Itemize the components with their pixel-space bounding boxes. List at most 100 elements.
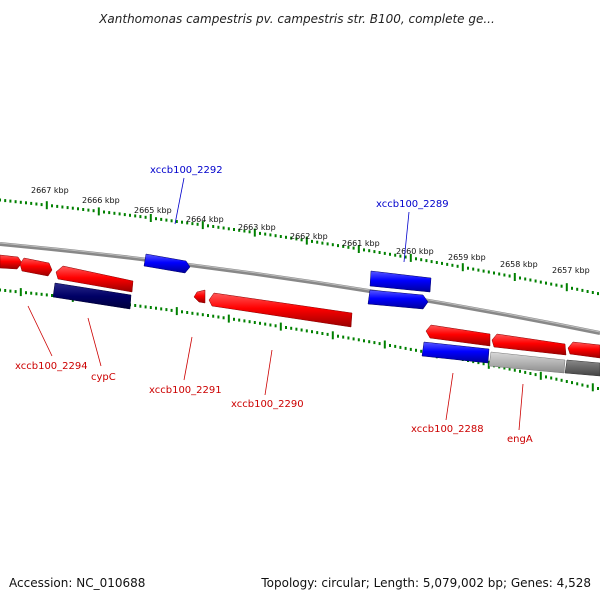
outer-minor-tick bbox=[586, 290, 589, 293]
gene-engA-region[interactable] bbox=[488, 351, 566, 374]
outer-minor-tick bbox=[212, 225, 215, 228]
outer-minor-tick bbox=[477, 268, 480, 272]
inner-minor-tick bbox=[160, 307, 163, 311]
gene-arrow-forward[interactable] bbox=[55, 265, 134, 293]
inner-major-tick bbox=[539, 371, 542, 380]
tick-label-2663: 2663 kbp bbox=[238, 223, 276, 232]
reverse-strand-genes bbox=[52, 253, 600, 377]
outer-minor-tick bbox=[435, 261, 438, 264]
inner-minor-tick bbox=[238, 318, 241, 322]
tick-labels: 2667 kbp 2666 kbp 2665 kbp 2664 kbp 2663… bbox=[31, 186, 590, 275]
outer-minor-tick bbox=[389, 252, 391, 256]
outer-minor-tick bbox=[591, 291, 594, 294]
outer-minor-tick bbox=[87, 208, 90, 212]
inner-minor-tick bbox=[326, 332, 329, 336]
outer-minor-tick bbox=[415, 257, 417, 261]
leader-xccb100-2288 bbox=[445, 372, 454, 421]
gene-arrow-forward[interactable] bbox=[19, 257, 53, 277]
inner-minor-tick bbox=[399, 345, 402, 349]
outer-minor-tick bbox=[560, 284, 563, 288]
label-cypC[interactable]: cypC bbox=[91, 372, 116, 383]
label-engA[interactable]: engA bbox=[507, 434, 533, 445]
inner-minor-tick bbox=[576, 382, 579, 386]
leader-xccb100-2294 bbox=[27, 305, 53, 357]
outer-minor-tick bbox=[498, 272, 501, 276]
outer-minor-tick bbox=[529, 278, 532, 282]
outer-minor-tick bbox=[118, 212, 121, 216]
inner-major-tick bbox=[227, 314, 230, 323]
inner-minor-tick bbox=[165, 308, 168, 312]
outer-minor-tick bbox=[227, 227, 230, 231]
inner-major-tick bbox=[331, 331, 334, 340]
outer-major-tick bbox=[253, 228, 256, 237]
label-xccb100-2292[interactable]: xccb100_2292 bbox=[150, 165, 223, 176]
outer-minor-tick bbox=[233, 228, 235, 231]
gene-xccb100-2291[interactable] bbox=[193, 289, 206, 304]
tick-label-2658: 2658 kbp bbox=[500, 260, 538, 269]
inner-minor-tick bbox=[415, 348, 417, 352]
gene-arrow-forward[interactable] bbox=[567, 341, 600, 359]
outer-major-tick bbox=[201, 221, 204, 230]
outer-minor-tick bbox=[550, 282, 553, 286]
inner-minor-tick bbox=[519, 369, 521, 373]
inner-minor-tick bbox=[222, 316, 225, 320]
inner-minor-tick bbox=[274, 324, 277, 328]
outer-minor-tick bbox=[9, 199, 12, 203]
gene-dark-region[interactable] bbox=[564, 359, 600, 377]
outer-minor-tick bbox=[66, 206, 69, 210]
outer-minor-tick bbox=[331, 243, 334, 247]
label-xccb100-2289[interactable]: xccb100_2289 bbox=[376, 199, 449, 210]
inner-minor-tick bbox=[0, 288, 1, 292]
inner-minor-tick bbox=[550, 376, 553, 380]
gene-xccb100-2289[interactable] bbox=[369, 270, 432, 293]
outer-minor-tick bbox=[123, 213, 126, 217]
outer-minor-tick bbox=[113, 211, 116, 215]
inner-minor-tick bbox=[342, 335, 345, 339]
gene-arrow-forward[interactable] bbox=[0, 254, 23, 270]
inner-minor-tick bbox=[571, 381, 573, 385]
gene-xccb100-2292[interactable] bbox=[143, 253, 191, 274]
label-xccb100-2290[interactable]: xccb100_2290 bbox=[231, 399, 304, 410]
inner-minor-tick bbox=[368, 340, 371, 344]
inner-minor-tick bbox=[305, 329, 308, 333]
gene-cypC[interactable] bbox=[52, 282, 132, 310]
outer-minor-tick bbox=[508, 274, 511, 278]
inner-minor-tick bbox=[363, 339, 365, 343]
label-xccb100-2288[interactable]: xccb100_2288 bbox=[411, 424, 484, 435]
outer-minor-tick bbox=[40, 203, 43, 207]
outer-major-tick bbox=[357, 245, 360, 253]
outer-minor-tick bbox=[71, 206, 74, 210]
outer-minor-tick bbox=[274, 234, 277, 238]
outer-minor-tick bbox=[56, 204, 59, 208]
outer-minor-tick bbox=[482, 269, 485, 273]
outer-major-tick bbox=[461, 263, 464, 272]
inner-minor-tick bbox=[597, 387, 599, 390]
label-xccb100-2291[interactable]: xccb100_2291 bbox=[149, 385, 222, 396]
gene-xccb100-2288[interactable] bbox=[421, 341, 490, 364]
inner-minor-tick bbox=[181, 310, 183, 314]
gene-arrow-forward[interactable] bbox=[491, 333, 567, 356]
label-xccb100-2294[interactable]: xccb100_2294 bbox=[15, 361, 88, 372]
gene-xccb100-2290[interactable] bbox=[208, 292, 353, 328]
inner-minor-tick bbox=[513, 368, 516, 372]
outer-minor-tick bbox=[175, 220, 178, 223]
label-leader-lines bbox=[27, 177, 524, 431]
inner-minor-tick bbox=[149, 306, 152, 309]
gene-arrow-reverse[interactable] bbox=[367, 289, 429, 310]
outer-minor-tick bbox=[77, 207, 79, 211]
gene-arrow-forward[interactable] bbox=[425, 324, 491, 347]
outer-minor-tick bbox=[347, 245, 350, 249]
outer-minor-tick bbox=[290, 236, 293, 240]
inner-minor-tick bbox=[191, 311, 194, 315]
leader-xccb100-2290 bbox=[264, 349, 273, 396]
inner-minor-tick bbox=[394, 344, 397, 348]
inner-minor-tick bbox=[139, 304, 142, 308]
inner-minor-tick bbox=[212, 314, 215, 318]
outer-minor-tick bbox=[238, 228, 241, 232]
inner-minor-tick bbox=[311, 330, 313, 334]
inner-minor-tick bbox=[352, 337, 355, 341]
outer-minor-tick bbox=[134, 214, 137, 218]
outer-minor-tick bbox=[555, 283, 558, 287]
outer-minor-tick bbox=[243, 229, 246, 233]
